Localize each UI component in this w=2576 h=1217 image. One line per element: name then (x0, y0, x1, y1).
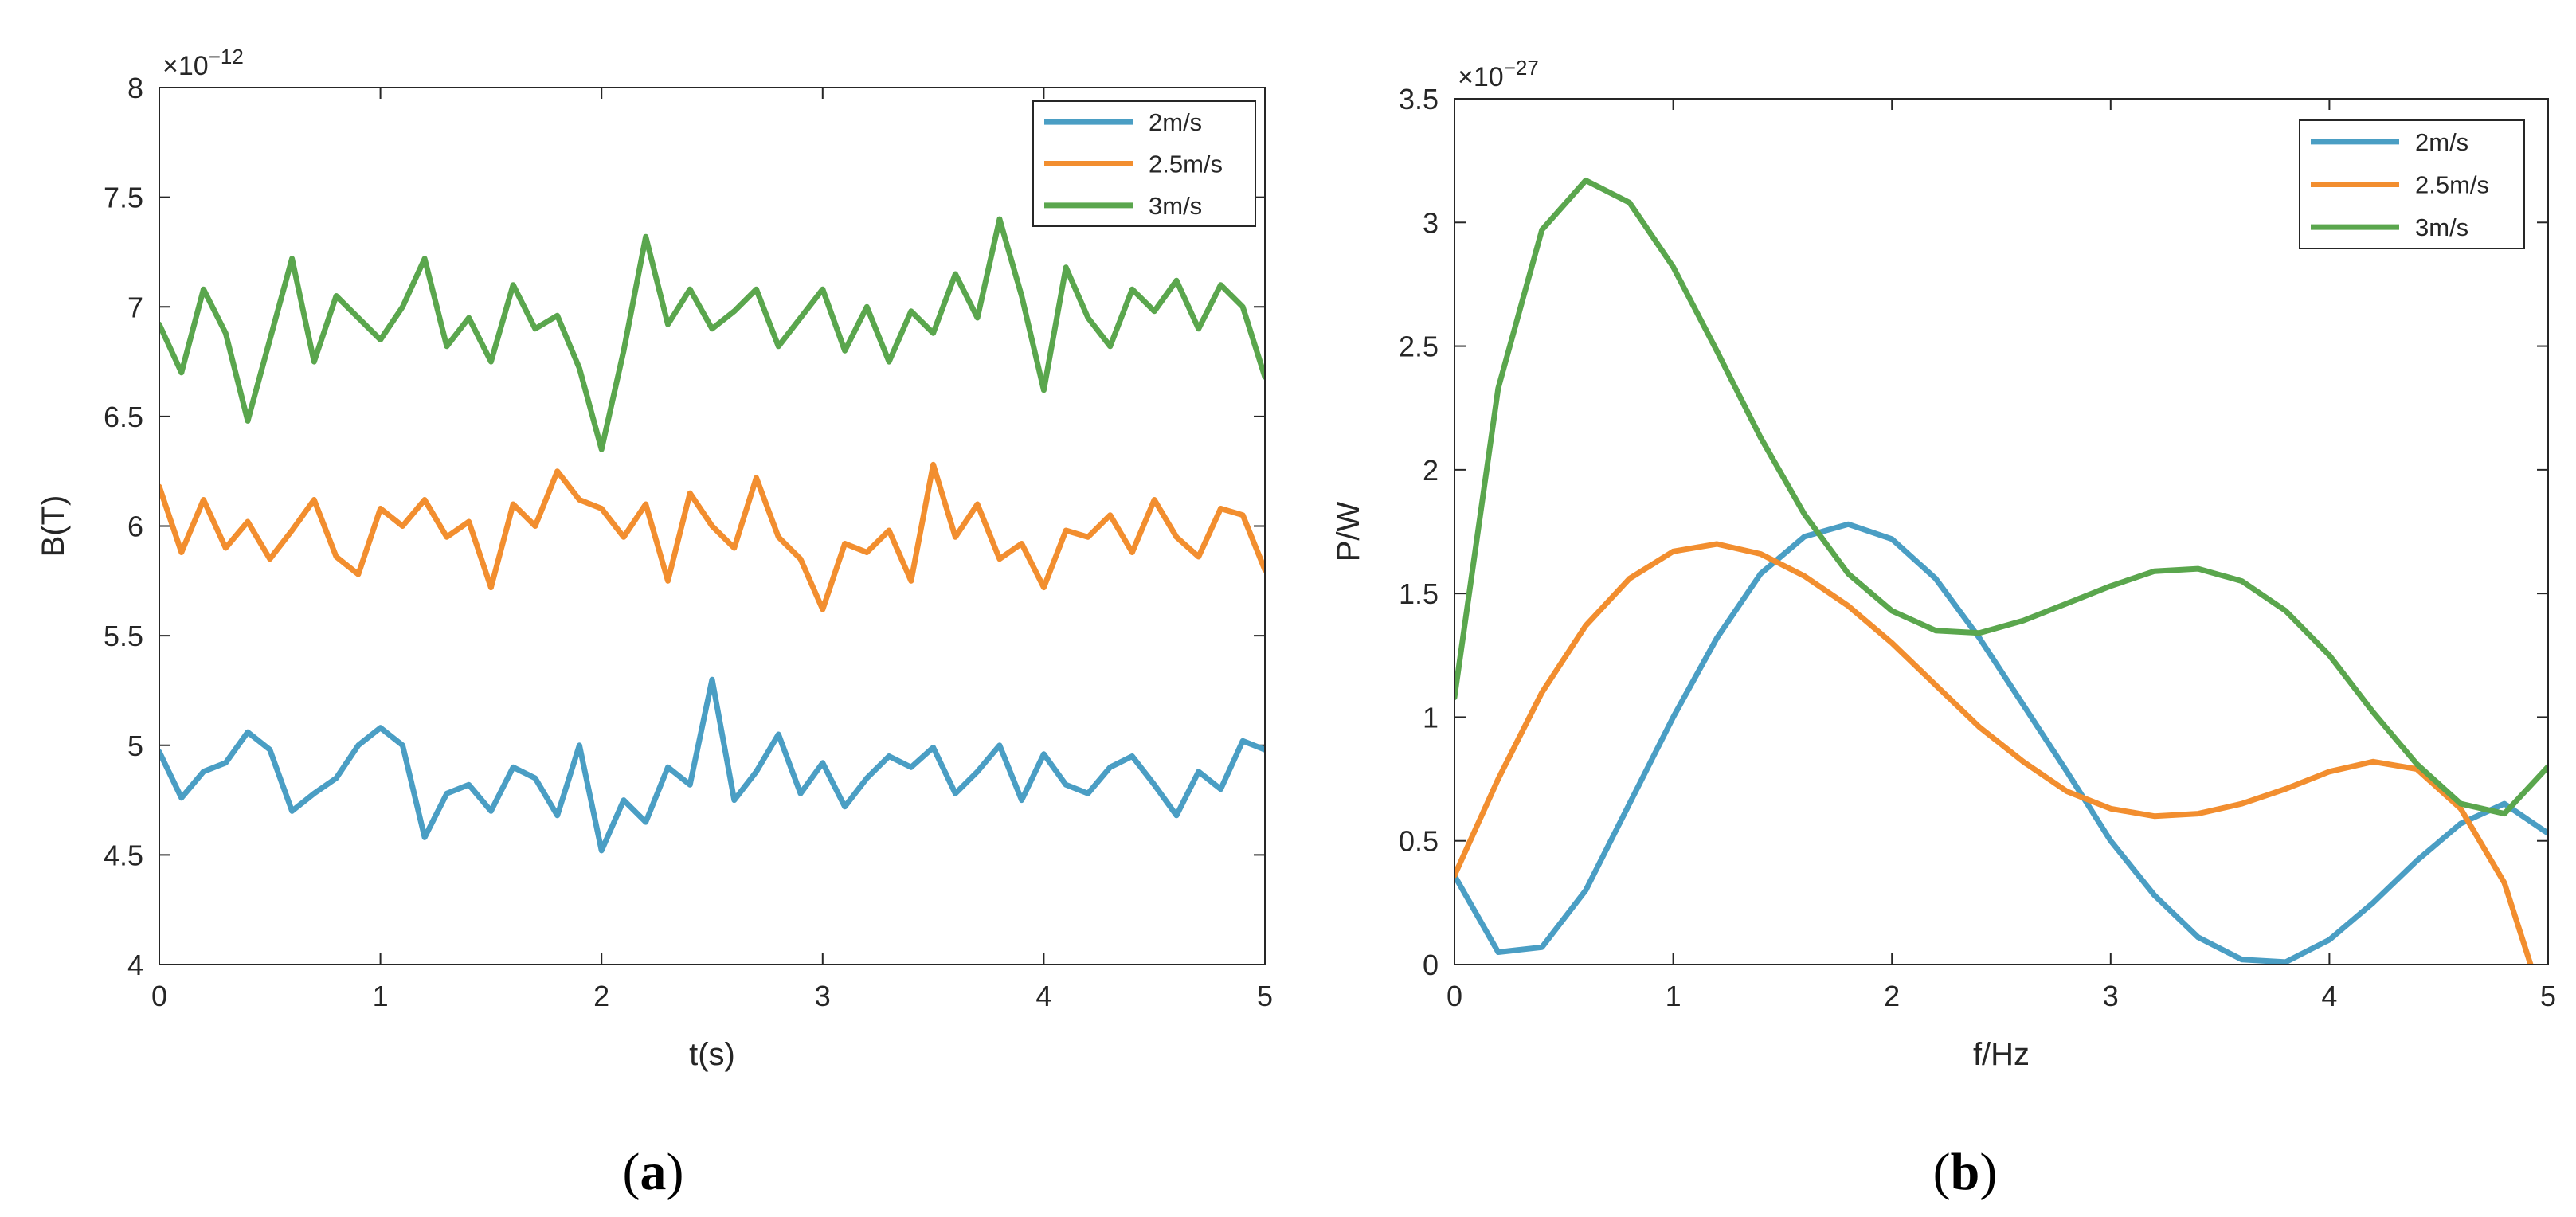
y-tick-label: 0.5 (1399, 825, 1439, 858)
x-tick-label: 4 (2321, 980, 2337, 1012)
panel-label-a: (a) (623, 1143, 684, 1201)
x-tick-label: 5 (2540, 980, 2556, 1012)
legend-label: 2.5m/s (2415, 171, 2489, 199)
x-axis-label: t(s) (689, 1037, 735, 1072)
y-axis-label: B(T) (36, 495, 71, 558)
y-tick-label: 2 (1423, 454, 1439, 487)
chart-panel-a: 0 1 2 3 4 5 4 4.5 5 5.5 6 6.5 7 7.5 8 ×10−12 t(s) B(T) 2m/… (36, 45, 1273, 1072)
plot-frame (159, 87, 1266, 965)
x-tick-label: 1 (1666, 980, 1681, 1012)
series-line-2-5m-s (159, 461, 1265, 612)
y-tick-label: 0 (1423, 949, 1439, 981)
y-tick-label: 6 (127, 511, 143, 543)
x-tick-label: 2 (593, 980, 609, 1012)
y-multiplier: ×10−27 (1458, 56, 1539, 92)
legend: 2m/s 2.5m/s 3m/s (2299, 119, 2525, 249)
y-axis-label: P/W (1331, 501, 1366, 562)
x-tick-label: 0 (151, 980, 167, 1012)
legend-label: 3m/s (1149, 192, 1202, 220)
series-line-2m-s (159, 676, 1265, 854)
legend-label: 2.5m/s (1149, 151, 1223, 178)
plot-frame (1454, 98, 2549, 965)
series-line-2m-s (1454, 521, 2548, 965)
x-tick-label: 0 (1447, 980, 1462, 1012)
series-line-2-5m-s (1454, 541, 2534, 965)
panel-label-b: (b) (1933, 1143, 1998, 1201)
y-tick-label: 3 (1423, 206, 1439, 239)
y-tick-label: 3.5 (1399, 83, 1439, 115)
chart-panel-b: 0 1 2 3 4 500.511.522.533.5×10−27f/HzP/W2m/s2… (1331, 56, 2556, 1072)
legend-label: 2m/s (2415, 128, 2468, 156)
x-axis-label: f/Hz (1973, 1037, 2030, 1072)
x-tick-label: 3 (2103, 980, 2119, 1012)
x-tick-label: 2 (1884, 980, 1900, 1012)
series-line-3m-s (159, 216, 1265, 452)
y-tick-label: 5 (127, 730, 143, 762)
y-multiplier: ×10−12 (162, 45, 244, 81)
y-tick-label: 6.5 (104, 401, 143, 433)
y-tick-label: 2.5 (1399, 331, 1439, 363)
legend: 2m/s 2.5m/s 3m/s (1032, 100, 1256, 227)
y-tick-label: 4.5 (104, 839, 143, 871)
y-tick-label: 1.5 (1399, 577, 1439, 610)
series-line-3m-s (1454, 178, 2548, 817)
y-tick-label: 7 (127, 291, 143, 323)
y-tick-label: 4 (127, 949, 143, 981)
legend-label: 2m/s (1149, 108, 1202, 136)
y-tick-label: 5.5 (104, 620, 143, 652)
legend-label: 3m/s (2415, 213, 2468, 241)
y-tick-label: 1 (1423, 701, 1439, 734)
y-tick-label: 7.5 (104, 182, 143, 214)
y-tick-label: 8 (127, 72, 143, 104)
x-tick-label: 3 (815, 980, 831, 1012)
x-tick-label: 1 (373, 980, 389, 1012)
x-tick-label: 4 (1035, 980, 1051, 1012)
x-tick-label: 5 (1257, 980, 1273, 1012)
